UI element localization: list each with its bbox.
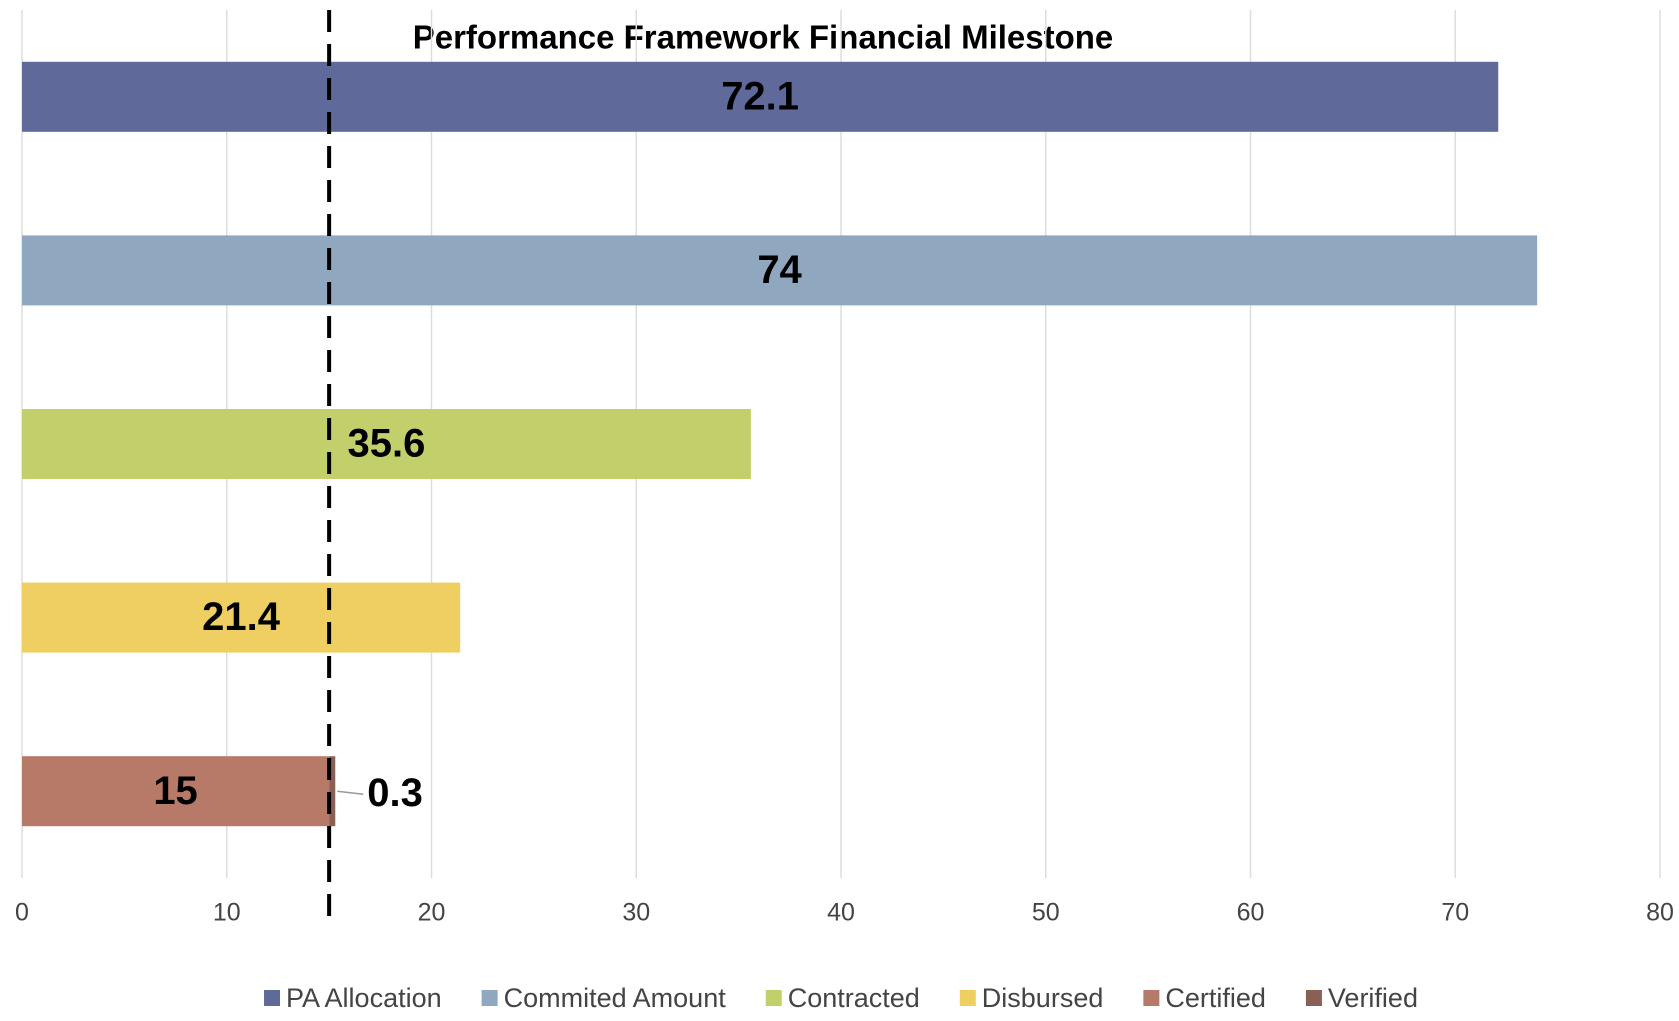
data-label: 74 <box>757 248 802 292</box>
data-label: 72.1 <box>721 74 799 118</box>
x-tick-label: 60 <box>1237 899 1265 927</box>
legend-label: Certified <box>1165 983 1266 1013</box>
bar <box>329 756 336 827</box>
leader-line <box>337 790 364 795</box>
legend-label: Contracted <box>788 983 920 1013</box>
legend-swatch <box>765 990 782 1006</box>
data-label: 35.6 <box>348 422 426 466</box>
bar <box>22 582 461 653</box>
bar <box>22 235 1538 306</box>
legend-swatch <box>1305 990 1322 1006</box>
legend-label: Disbursed <box>982 983 1104 1013</box>
x-tick-label: 40 <box>827 899 855 927</box>
x-tick-label: 30 <box>622 899 650 927</box>
legend-swatch <box>1143 990 1160 1006</box>
legend-swatch <box>959 990 976 1006</box>
legend-swatch <box>264 990 281 1006</box>
x-tick-label: 70 <box>1441 899 1469 927</box>
bar <box>22 409 751 479</box>
bar <box>22 756 330 827</box>
bar <box>22 61 1499 132</box>
legend-label: PA Allocation <box>286 983 442 1013</box>
x-tick-label: 10 <box>213 899 241 927</box>
data-label: 0.3 <box>367 771 423 815</box>
data-label: 21.4 <box>202 595 281 639</box>
chart-title: Performance Framework Financial Mileston… <box>413 19 1114 56</box>
x-tick-label: 0 <box>15 899 29 927</box>
legend-label: Verified <box>1328 983 1418 1013</box>
x-tick-label: 20 <box>418 899 446 927</box>
legend-swatch <box>481 990 498 1006</box>
x-tick-label: 50 <box>1032 899 1060 927</box>
legend-label: Commited Amount <box>504 983 727 1013</box>
x-tick-label: 80 <box>1646 899 1674 927</box>
data-label: 15 <box>153 769 198 813</box>
